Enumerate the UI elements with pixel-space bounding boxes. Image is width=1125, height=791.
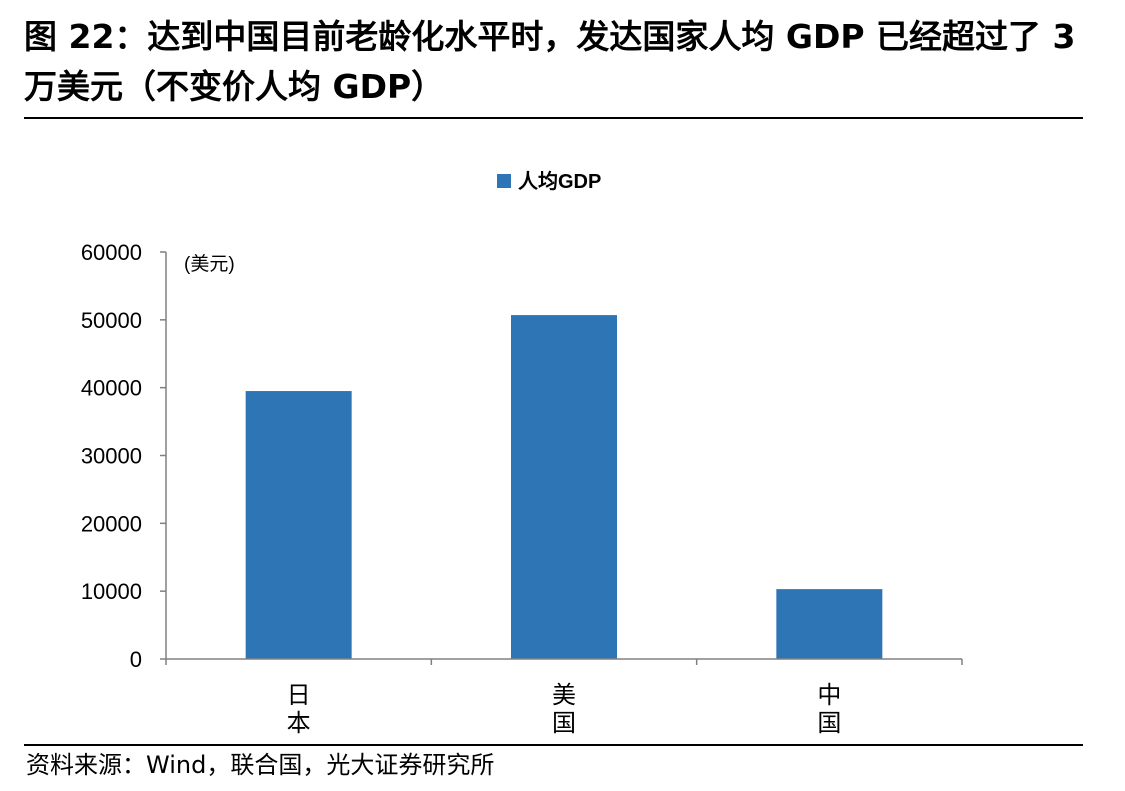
figure-title: 图 22：达到中国目前老龄化水平时，发达国家人均 GDP 已经超过了 3 万美元… bbox=[24, 17, 1076, 106]
y-axis-ticks: 0 10000 20000 30000 40000 50000 60000 bbox=[81, 240, 166, 672]
title-divider bbox=[24, 117, 1083, 119]
legend-swatch bbox=[497, 174, 511, 188]
bar-0 bbox=[245, 391, 352, 659]
y-tick-label: 50000 bbox=[81, 308, 142, 333]
y-tick-label: 0 bbox=[130, 647, 142, 672]
x-category-label: 中国 bbox=[817, 682, 841, 737]
y-tick-label: 30000 bbox=[81, 444, 142, 469]
source-note: 资料来源：Wind，联合国，光大证券研究所 bbox=[26, 751, 495, 779]
x-category-label: 日本 bbox=[287, 682, 311, 737]
y-tick-label: 20000 bbox=[81, 511, 142, 536]
legend: 人均GDP bbox=[497, 169, 601, 193]
y-tick-label: 10000 bbox=[81, 579, 142, 604]
bar-chart: 人均GDP (美元) 0 10000 20000 30000 40000 50000 600… bbox=[81, 169, 963, 737]
x-category-label: 美国 bbox=[552, 682, 576, 737]
source-divider bbox=[24, 744, 1083, 746]
bars bbox=[245, 315, 883, 659]
y-tick-label: 60000 bbox=[81, 240, 142, 265]
legend-label: 人均GDP bbox=[518, 169, 601, 193]
bar-1 bbox=[511, 315, 617, 659]
x-axis-labels: 日本 美国 中国 bbox=[287, 682, 842, 737]
y-tick-label: 40000 bbox=[81, 376, 142, 401]
x-axis-ticks bbox=[165, 659, 963, 665]
bar-2 bbox=[776, 589, 883, 659]
y-unit-label: (美元) bbox=[184, 253, 235, 275]
